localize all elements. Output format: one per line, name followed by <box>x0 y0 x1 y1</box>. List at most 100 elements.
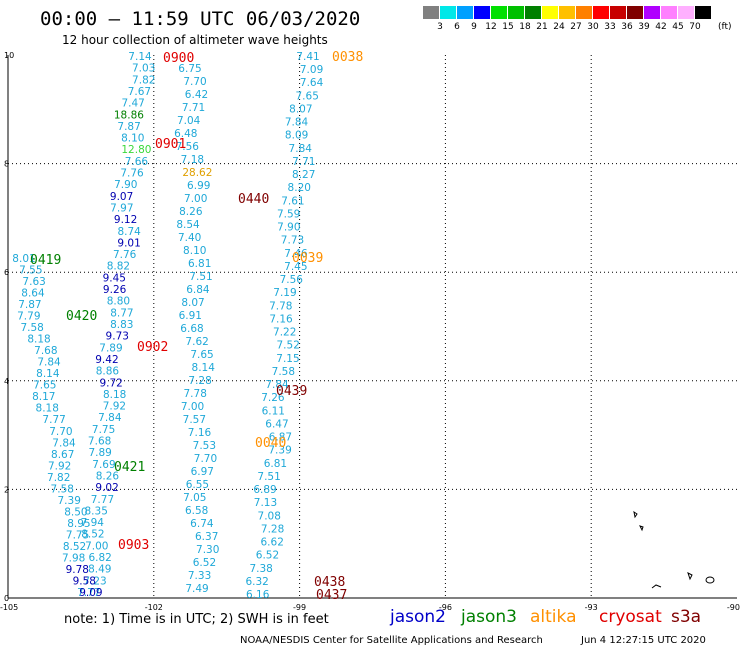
wave-height-label: 6.84 <box>186 284 210 296</box>
colorbar-label: 6 <box>454 22 460 32</box>
colorbar-swatch <box>627 6 643 19</box>
wave-height-label: 9.09 <box>79 587 102 599</box>
wave-height-label: 7.38 <box>249 563 272 575</box>
y-axis-tick-label: 6 <box>4 268 9 277</box>
wave-height-label: 6.81 <box>188 258 211 270</box>
x-axis-tick-label: -96 <box>439 603 452 612</box>
wave-height-label: 7.40 <box>178 232 201 244</box>
map-title: 00:00 – 11:59 UTC 06/03/2020 <box>40 8 361 30</box>
wave-height-label: 7.84 <box>285 117 309 129</box>
y-axis-tick-label: 2 <box>4 485 9 494</box>
x-axis-tick-label: -99 <box>293 603 306 612</box>
wave-height-label: 7.70 <box>183 76 206 88</box>
wave-height-label: 7.08 <box>258 510 281 522</box>
wave-height-label: 7.09 <box>300 64 323 76</box>
wave-height-label: 8.14 <box>36 368 60 380</box>
wave-height-label: 9.02 <box>95 482 118 494</box>
wave-height-label: 8.54 <box>176 219 200 231</box>
pass-time-label: 0421 <box>114 460 145 475</box>
wave-height-label: 8.52 <box>63 541 86 553</box>
wave-height-label: 7.04 <box>177 115 201 127</box>
colorbar-swatch <box>525 6 541 19</box>
wave-height-label: 6.42 <box>185 89 208 101</box>
wave-height-label: 7.53 <box>193 440 216 452</box>
wave-height-label: 7.84 <box>98 412 122 424</box>
wave-height-label: 8.77 <box>110 307 133 319</box>
wave-height-label: 6.58 <box>185 505 208 517</box>
colorbar-label: 70 <box>689 22 701 32</box>
wave-height-label: 7.28 <box>188 375 211 387</box>
wave-height-label: 7.75 <box>66 529 89 541</box>
wave-height-label: 9.73 <box>106 331 129 343</box>
wave-height-label: 9.07 <box>110 191 133 203</box>
wave-height-label: 7.90 <box>277 222 300 234</box>
wave-height-label: 7.68 <box>88 436 111 448</box>
wave-height-label: 8.07 <box>181 297 204 309</box>
wave-height-label: 6.75 <box>178 63 201 75</box>
wave-height-label: 6.47 <box>265 418 288 430</box>
footnote: note: 1) Time is in UTC; 2) SWH is in fe… <box>64 612 329 627</box>
wave-height-label: 7.78 <box>269 300 292 312</box>
y-axis-tick-label: 0 <box>4 594 9 603</box>
wave-height-label: 7.16 <box>269 313 293 325</box>
pass-time-label: 0437 <box>316 588 347 603</box>
wave-height-label: 7.92 <box>103 401 126 413</box>
pass-time-label: 0438 <box>314 575 345 590</box>
wave-height-label: 9.12 <box>114 214 137 226</box>
wave-height-label: 7.84 <box>265 379 289 391</box>
wave-height-label: 6.68 <box>180 323 203 335</box>
wave-height-label: 7.76 <box>113 249 137 261</box>
wave-height-label: 28.62 <box>182 167 212 179</box>
colorbar-label: 33 <box>604 22 616 32</box>
colorbar-swatch <box>576 6 592 19</box>
wave-height-label: 7.56 <box>176 141 200 153</box>
y-axis-tick-label: 10 <box>4 51 14 60</box>
map-subtitle: 12 hour collection of altimeter wave hei… <box>62 33 328 47</box>
wave-height-label: 7.39 <box>58 495 81 507</box>
colorbar-unit: (ft) <box>718 22 732 32</box>
colorbar-label: 15 <box>502 22 514 32</box>
wave-height-label: 7.58 <box>51 483 74 495</box>
wave-height-label: 8.09 <box>285 130 308 142</box>
wave-height-label: 8.17 <box>32 391 55 403</box>
wave-height-label: 18.86 <box>114 109 144 121</box>
wave-height-label: 7.33 <box>188 570 211 582</box>
wave-height-label: 7.65 <box>33 380 56 392</box>
wave-height-label: 7.41 <box>296 51 319 63</box>
wave-height-label: 7.16 <box>188 427 212 439</box>
wave-height-label: 7.76 <box>120 168 144 180</box>
wave-height-label: 8.49 <box>88 564 111 576</box>
generation-timestamp: Jun 4 12:27:15 UTC 2020 <box>581 635 706 646</box>
wave-height-label: 6.11 <box>262 405 285 417</box>
y-axis-tick-label: 8 <box>4 160 9 169</box>
x-axis-tick-label: -90 <box>727 603 740 612</box>
wave-height-label: 7.46 <box>284 248 308 260</box>
wave-height-label: 7.90 <box>114 179 137 191</box>
wave-height-label: 8.07 <box>289 103 312 115</box>
wave-height-label: 7.63 <box>22 276 45 288</box>
legend-item-jason2: jason2 <box>390 607 446 627</box>
colorbar-label: 9 <box>471 22 477 32</box>
wave-height-label: 6.99 <box>187 180 210 192</box>
wave-height-label: 7.57 <box>183 414 206 426</box>
wave-height-label: 9.26 <box>103 284 127 296</box>
wave-height-label: 9.42 <box>95 354 118 366</box>
colorbar-swatch <box>661 6 677 19</box>
wave-height-label: 7.61 <box>281 195 304 207</box>
colorbar-label: 39 <box>638 22 650 32</box>
wave-height-label: 7.47 <box>121 98 144 110</box>
wave-height-label: 8.50 <box>64 506 87 518</box>
wave-height-label: 8.20 <box>288 182 311 194</box>
wave-height-label: 7.87 <box>117 121 140 133</box>
colorbar-label: 24 <box>553 22 565 32</box>
colorbar-label: 18 <box>519 22 531 32</box>
wave-height-label: 6.89 <box>253 484 276 496</box>
wave-height-label: 8.18 <box>27 334 50 346</box>
colorbar-swatch <box>695 6 711 19</box>
x-axis-tick-label: -105 <box>0 603 18 612</box>
wave-height-label: 7.92 <box>48 460 71 472</box>
wave-height-label: 7.55 <box>19 265 42 277</box>
wave-height-label: 8.80 <box>107 296 130 308</box>
wave-height-label: 8.95 <box>67 518 90 530</box>
